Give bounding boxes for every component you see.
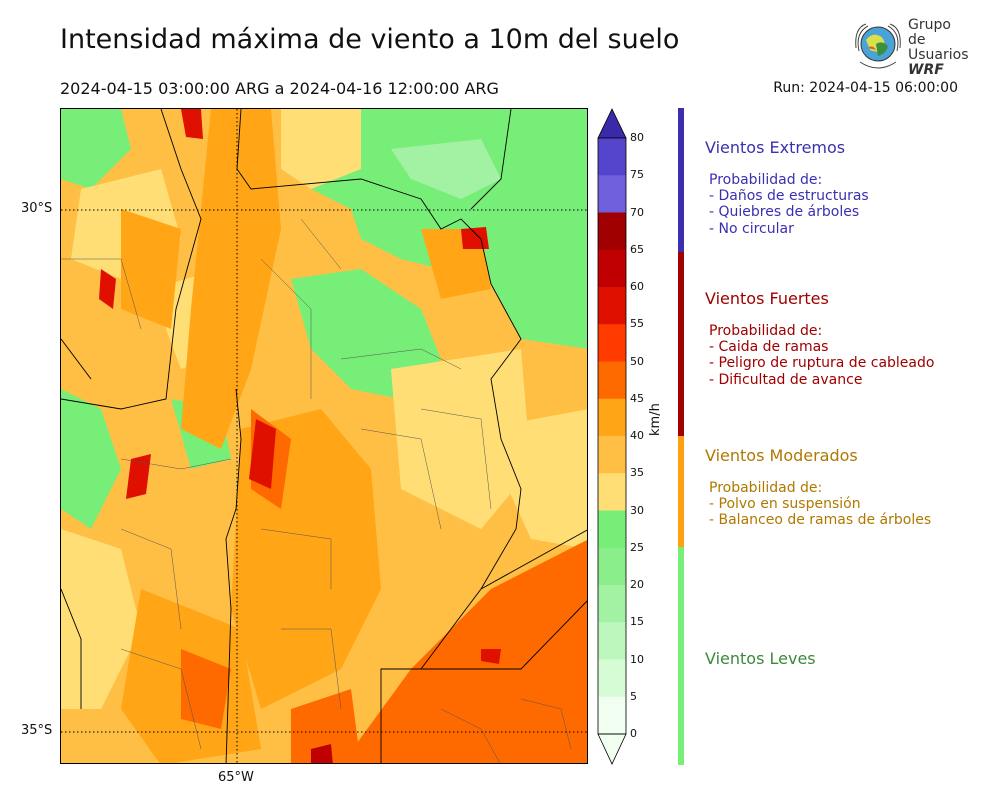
- category-title-extremos: Vientos Extremos: [705, 138, 846, 157]
- colorbar-tick-label: 10: [630, 652, 644, 666]
- colorbar-segment: [598, 361, 626, 400]
- category-desc-line: Probabilidad de:: [709, 323, 823, 339]
- colorbar-segment: [598, 473, 626, 511]
- category-bar-segment: [678, 252, 684, 436]
- colorbar-tick-label: 55: [630, 317, 644, 331]
- category-desc-line: - Polvo en suspensión: [709, 496, 861, 513]
- colorbar-segment: [598, 436, 626, 474]
- lat-label-30s: 30°S: [21, 201, 53, 216]
- forecast-date-range: 2024-04-15 03:00:00 ARG a 2024-04-16 12:…: [60, 79, 499, 98]
- category-desc-fuertes: Probabilidad de: - Caida de ramas - Peli…: [709, 323, 934, 388]
- colorbar-tick-label: 50: [630, 354, 644, 368]
- colorbar-tick-label: 5: [630, 689, 637, 703]
- colorbar-tick-label: 65: [630, 242, 644, 256]
- category-title-leves: Vientos Leves: [705, 649, 816, 668]
- colorbar-segment: [598, 622, 626, 660]
- colorbar-tick-label: 70: [630, 205, 644, 219]
- lat-label-35s: 35°S: [21, 723, 53, 738]
- category-bar-segment: [678, 436, 684, 547]
- colorbar-segment: [598, 696, 626, 735]
- logo-line-3: WRF: [908, 62, 944, 78]
- colorbar-segment: [598, 324, 626, 362]
- category-desc-line: - Balanceo de ramas de árboles: [709, 512, 932, 529]
- globe-logo-icon: [855, 23, 901, 69]
- colorbar-extend-top: [597, 108, 627, 139]
- category-desc-line: - Peligro de ruptura de cableado: [709, 355, 935, 372]
- map-field: [61, 109, 587, 763]
- colorbar-outline: [597, 137, 627, 735]
- colorbar-tick-label: 80: [630, 131, 644, 144]
- colorbar-segment: [598, 585, 626, 623]
- logo-text: Grupo de Usuarios WRF: [908, 18, 970, 78]
- colorbar-tick-label: 60: [630, 280, 644, 293]
- category-desc-line: - Caida de ramas: [709, 339, 829, 356]
- colorbar-tick-label: 25: [630, 540, 644, 554]
- colorbar-segment: [598, 398, 626, 437]
- colorbar-tick-label: 0: [630, 727, 637, 740]
- colorbar-tick-label: 40: [630, 429, 644, 442]
- wrf-users-group-logo: Grupo de Usuarios WRF: [850, 18, 970, 78]
- logo-line-1: Grupo de: [908, 17, 951, 48]
- category-desc-line: - Dificultad de avance: [709, 371, 863, 388]
- colorbar-unit-label: km/h: [648, 403, 663, 436]
- colorbar-extend-bottom: [597, 733, 627, 765]
- lon-label-65w: 65°W: [218, 770, 254, 785]
- colorbar-segment: [598, 212, 626, 251]
- run-timestamp: Run: 2024-04-15 06:00:00: [773, 80, 958, 96]
- category-desc-line: - Daños de estructuras: [709, 188, 869, 205]
- colorbar-segment: [598, 138, 626, 176]
- colorbar-segment: [598, 249, 626, 288]
- category-bar-segment: [678, 108, 684, 252]
- category-desc-extremos: Probabilidad de: - Daños de estructuras …: [709, 172, 869, 237]
- wind-intensity-map: [60, 108, 588, 764]
- category-desc-line: - Quiebres de árboles: [709, 204, 860, 221]
- colorbar-segment: [598, 547, 626, 586]
- category-desc-line: Probabilidad de:: [709, 480, 823, 496]
- colorbar-segment: [598, 659, 626, 698]
- category-title-fuertes: Vientos Fuertes: [705, 289, 829, 308]
- colorbar-tick-label: 75: [630, 168, 644, 182]
- colorbar-tick-label: 15: [630, 615, 644, 629]
- colorbar-tick-label: 35: [630, 466, 644, 480]
- map-title: Intensidad máxima de viento a 10m del su…: [60, 24, 680, 55]
- colorbar-segment: [598, 175, 626, 213]
- category-bar-segment: [678, 547, 684, 765]
- colorbar-tick-label: 20: [630, 578, 644, 591]
- colorbar-tick-label: 30: [630, 503, 644, 517]
- colorbar-tick-label: 45: [630, 391, 644, 405]
- category-desc-line: - No circular: [709, 220, 794, 237]
- wind-speed-colorbar: [597, 108, 627, 765]
- logo-line-2: Usuarios: [908, 47, 969, 63]
- colorbar-segment: [598, 287, 626, 325]
- category-desc-moderados: Probabilidad de: - Polvo en suspensión -…: [709, 480, 931, 529]
- colorbar-segment: [598, 510, 626, 549]
- category-title-moderados: Vientos Moderados: [705, 446, 858, 465]
- category-desc-line: Probabilidad de:: [709, 172, 823, 188]
